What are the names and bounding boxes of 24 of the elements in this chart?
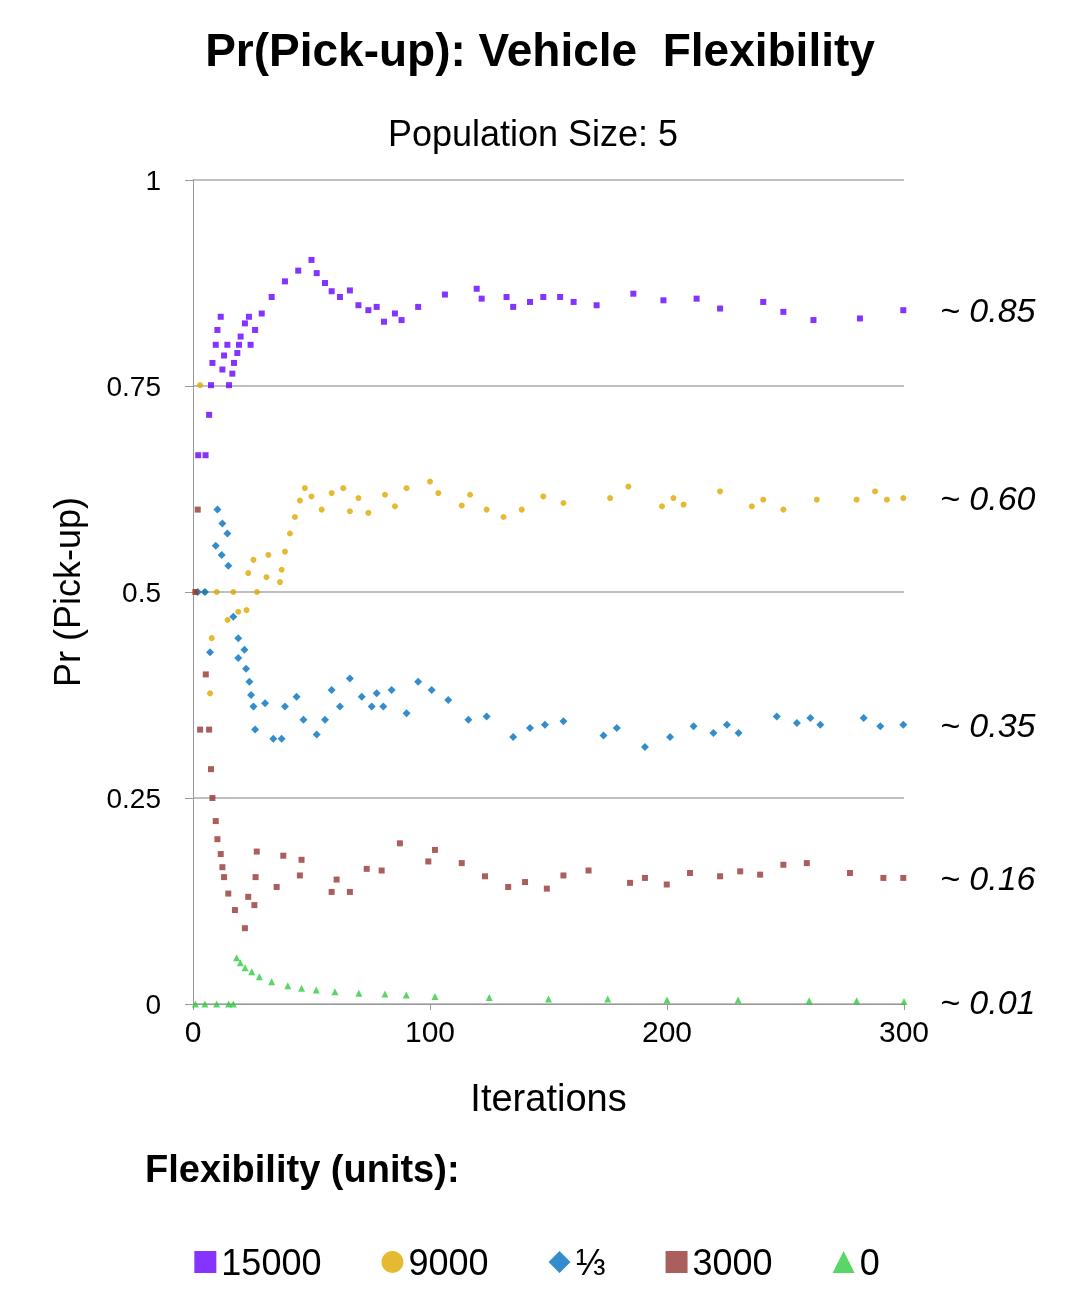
x-axis-title: Iterations bbox=[470, 1077, 627, 1119]
x-tick-label: 300 bbox=[878, 1014, 930, 1048]
text: ~ 0.60 bbox=[940, 479, 1036, 518]
x-tick-label: 200 bbox=[641, 1014, 693, 1048]
legend-label: 9000 bbox=[408, 1241, 489, 1283]
y-tick-label: 0 bbox=[145, 988, 161, 1020]
text: ~ 0.01 bbox=[940, 982, 1036, 1021]
x-tick-label: 0 bbox=[184, 1014, 202, 1048]
chart-title: Pr(Pick-up): Vehicle Flexibility bbox=[205, 24, 876, 76]
legend-label: 0 bbox=[859, 1241, 880, 1283]
y-axis-title: Pr (Pick-up) bbox=[46, 496, 88, 688]
y-tick-label: 0.5 bbox=[122, 576, 161, 608]
legend-label: 15000 bbox=[221, 1241, 322, 1283]
y-tick-label: 0.75 bbox=[106, 370, 161, 402]
text: ~ 0.35 bbox=[940, 705, 1036, 744]
legend-title: Flexibility (units): bbox=[145, 1148, 460, 1190]
legend-label: ⅓ bbox=[575, 1241, 606, 1283]
x-tick-label: 100 bbox=[404, 1014, 456, 1048]
y-tick-label: 0.25 bbox=[106, 782, 161, 814]
legend-label: 3000 bbox=[692, 1241, 773, 1283]
text: ~ 0.16 bbox=[940, 858, 1036, 897]
chart-subtitle: Population Size: 5 bbox=[387, 112, 679, 154]
text: ~ 0.85 bbox=[940, 291, 1036, 330]
y-tick-label: 1 bbox=[145, 164, 161, 196]
